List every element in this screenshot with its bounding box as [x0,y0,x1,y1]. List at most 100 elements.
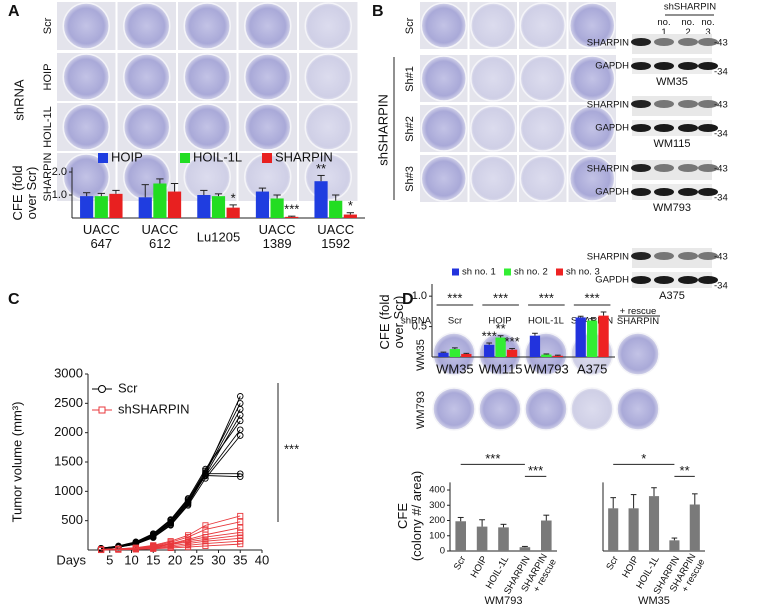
row-label: Sh#3 [404,166,416,192]
significance: *** [528,463,543,478]
bar [628,508,639,551]
marker [236,473,244,480]
plate [183,53,231,101]
x-tick-label: UACC 647 [83,222,120,251]
plate [123,103,171,151]
plate [123,2,171,50]
legend-label: Scr [118,380,138,395]
band [678,276,698,284]
x-tick-label: 15 [146,552,160,567]
x-tick-label: UACC 1389 [259,222,296,251]
band [631,62,651,70]
band-label: GAPDH [595,275,629,286]
legend-label: sh no. 3 [566,267,600,278]
bar [476,526,488,551]
panel-label: D [402,291,414,308]
band [654,188,674,196]
column-label: + rescue SHARPIN [617,305,659,326]
marker [236,393,244,400]
band [678,100,698,108]
x-tick-label: HOIP [620,554,641,580]
row-label: Scr [404,17,416,34]
x-tick-label: 35 [233,552,247,567]
bar [285,216,299,218]
plate [244,103,292,151]
marker [202,470,209,477]
significance: *** [284,441,299,456]
legend-swatch [262,153,272,163]
bar [197,195,211,218]
marker [237,512,244,520]
significance: *** [447,290,462,305]
band-label: GAPDH [595,123,629,134]
marker [149,534,157,541]
plate [616,332,660,376]
legend-swatch [504,268,511,276]
significance: ** [680,463,690,478]
plate [244,2,292,50]
band [698,188,718,196]
bar [80,196,94,218]
bar [211,196,226,218]
legend-label: HOIP [111,149,143,164]
band [654,38,674,46]
marker [236,432,244,439]
bar [455,521,466,551]
band [698,100,718,108]
mw-marker: -43 [714,38,728,49]
cell-line: WM35 [656,76,688,88]
band-label: SHARPIN [587,100,629,111]
x-axis-label: WM35 [638,595,670,607]
significance: ** [496,321,506,336]
band [698,276,718,284]
x-tick-label: HOIP [469,554,490,580]
band-label: SHARPIN [587,38,629,49]
mw-marker: -43 [714,164,728,175]
cell-line: WM115 [653,138,690,150]
row-label: HOIP [42,64,54,91]
significance: *** [585,290,600,305]
bar [541,520,552,551]
y-tick-label: 2000 [54,424,83,439]
bar [598,315,609,357]
marker [237,518,244,525]
bar [529,335,541,357]
plate [519,2,566,49]
bar [329,200,343,218]
bar [495,337,506,357]
row-label: Sh#1 [404,66,416,92]
plate [519,105,566,152]
x-axis-label: Days [56,552,86,567]
band [631,100,651,108]
x-tick-label: 5 [106,552,113,567]
y-tick-label: 2.0 [52,166,67,178]
plate [478,387,522,431]
bar [519,547,531,551]
x-tick-label: UACC 612 [141,222,178,251]
significance: *** [485,451,500,466]
series-line [100,473,241,549]
legend-marker [98,406,106,414]
significance: * [231,190,236,205]
marker [237,524,244,531]
plate [569,2,616,49]
x-tick-label: Lu1205 [197,229,240,244]
mw-marker: -34 [714,67,728,78]
band [698,164,718,172]
y-axis-label: CFE (foldover Scr) [10,166,39,221]
plate [304,2,352,50]
x-tick-label: 25 [190,552,204,567]
y-tick-label: 1.0 [412,290,427,302]
panel-label: B [372,3,384,20]
y-tick-label: 500 [61,512,83,527]
plate [524,387,568,431]
mw-marker: -34 [714,193,728,204]
plate [569,55,616,102]
band [698,38,718,46]
panel-label: C [8,291,20,308]
plate [183,2,231,50]
y-tick-label: 0.5 [412,320,427,332]
y-tick-label: 400 [429,485,445,496]
band [631,124,651,132]
